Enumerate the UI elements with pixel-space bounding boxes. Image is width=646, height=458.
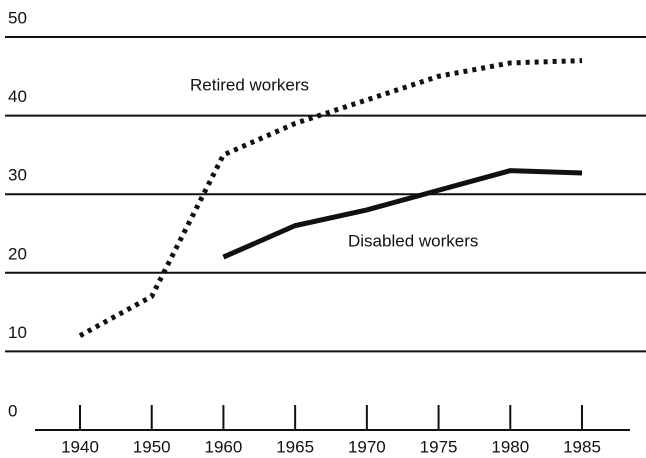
series-label: Disabled workers: [348, 231, 478, 250]
x-tick-label: 1965: [276, 437, 314, 456]
y-tick-label: 50: [8, 8, 27, 27]
series-line: [222, 168, 583, 260]
series-label: Retired workers: [190, 75, 309, 94]
x-tick-label: 1970: [348, 437, 386, 456]
y-tick-label: 30: [8, 166, 27, 185]
x-tick-label: 1940: [61, 437, 99, 456]
x-tick-label: 1975: [420, 437, 458, 456]
y-tick-label: 40: [8, 87, 27, 106]
y-tick-label: 20: [8, 244, 27, 263]
x-tick-label: 1985: [563, 437, 601, 456]
x-tick-label: 1980: [491, 437, 529, 456]
y-tick-label: 0: [8, 401, 17, 420]
x-tick-label: 1960: [205, 437, 243, 456]
series-line: [78, 58, 583, 338]
y-tick-label: 10: [8, 323, 27, 342]
x-tick-label: 1950: [133, 437, 171, 456]
